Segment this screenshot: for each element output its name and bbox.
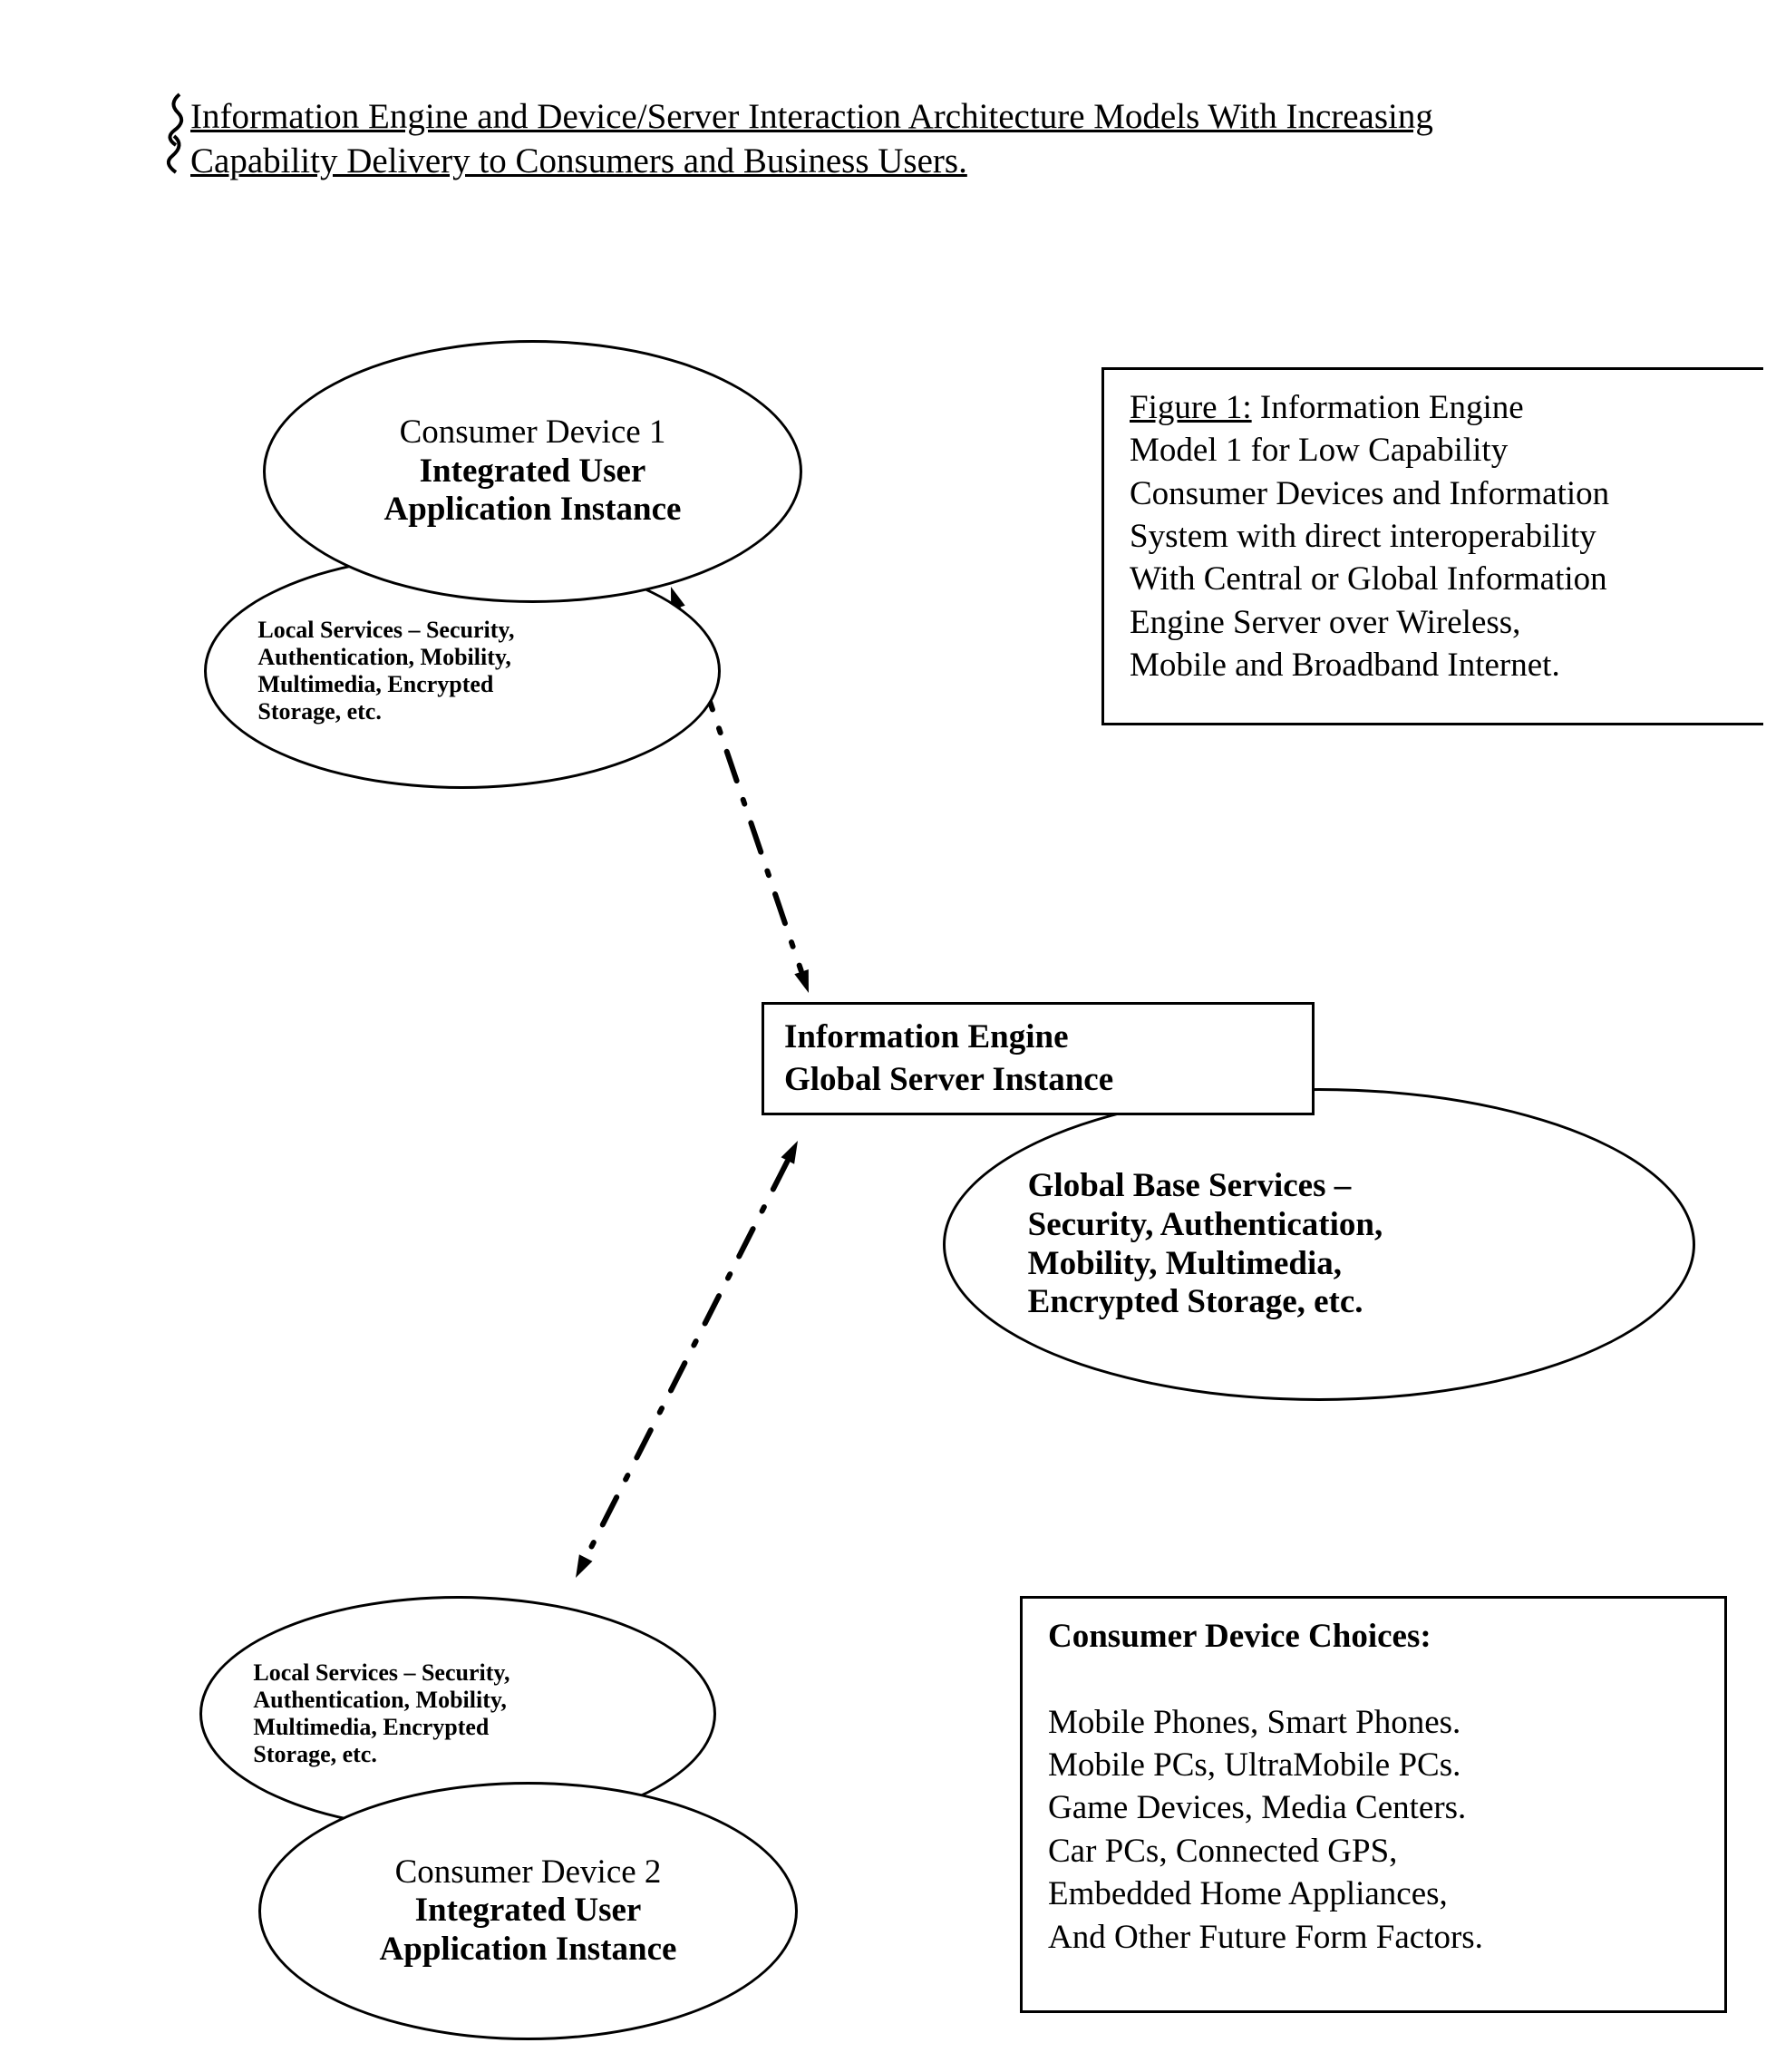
node-text: Multimedia, Encrypted <box>253 1714 489 1740</box>
node-text: Authentication, Mobility, <box>257 644 511 670</box>
node-text: Consumer Device 2 <box>395 1853 662 1891</box>
node-text: Consumer Device 1 <box>400 413 666 451</box>
node-text: Security, Authentication, <box>1028 1206 1383 1243</box>
node-text: Storage, etc. <box>257 698 381 725</box>
node-text: Engine Server over Wireless, <box>1130 604 1520 641</box>
figure-caption-box: Figure 1: Information Engine Model 1 for… <box>1101 367 1763 725</box>
node-text: And Other Future Form Factors. <box>1048 1919 1483 1956</box>
node-text: Car PCs, Connected GPS, <box>1048 1833 1397 1870</box>
node-text: Application Instance <box>380 1931 677 1968</box>
node-text: Local Services – Security, <box>257 617 514 643</box>
node-global-base-services: Global Base Services – Security, Authent… <box>943 1088 1695 1401</box>
figure-label: Figure 1: <box>1130 389 1252 426</box>
page: Information Engine and Device/Server Int… <box>0 0 1766 2072</box>
node-text: Mobile and Broadband Internet. <box>1130 647 1560 684</box>
page-title: Information Engine and Device/Server Int… <box>190 95 1732 184</box>
node-text: Storage, etc. <box>253 1741 376 1767</box>
node-text: Authentication, Mobility, <box>253 1687 507 1713</box>
node-text: Game Devices, Media Centers. <box>1048 1789 1466 1826</box>
node-text: Mobility, Multimedia, <box>1028 1245 1342 1282</box>
box-heading: Consumer Device Choices: <box>1048 1618 1431 1655</box>
node-device1-app: Consumer Device 1 Integrated User Applic… <box>263 340 802 603</box>
node-text: Embedded Home Appliances, <box>1048 1875 1448 1912</box>
node-text: Multimedia, Encrypted <box>257 671 493 697</box>
node-text: Integrated User <box>415 1892 642 1929</box>
node-global-server: Information Engine Global Server Instanc… <box>762 1002 1315 1115</box>
node-text: Model 1 for Low Capability <box>1130 432 1508 469</box>
node-text: With Central or Global Information <box>1130 560 1607 598</box>
node-text: Local Services – Security, <box>253 1659 509 1686</box>
node-device2-app: Consumer Device 2 Integrated User Applic… <box>258 1782 798 2040</box>
node-text: Integrated User <box>420 452 646 490</box>
node-text: Information Engine <box>1252 389 1524 426</box>
node-text: Consumer Devices and Information <box>1130 475 1609 512</box>
node-text: Information Engine <box>784 1018 1069 1055</box>
node-text: Mobile Phones, Smart Phones. <box>1048 1704 1460 1741</box>
node-text: Application Instance <box>384 491 682 528</box>
node-text: Global Base Services – <box>1028 1167 1352 1204</box>
node-text: Global Server Instance <box>784 1061 1113 1098</box>
node-text: System with direct interoperability <box>1130 518 1596 555</box>
device-choices-box: Consumer Device Choices: Mobile Phones, … <box>1020 1596 1727 2013</box>
node-text: Encrypted Storage, etc. <box>1028 1283 1363 1320</box>
node-text: Mobile PCs, UltraMobile PCs. <box>1048 1746 1460 1784</box>
